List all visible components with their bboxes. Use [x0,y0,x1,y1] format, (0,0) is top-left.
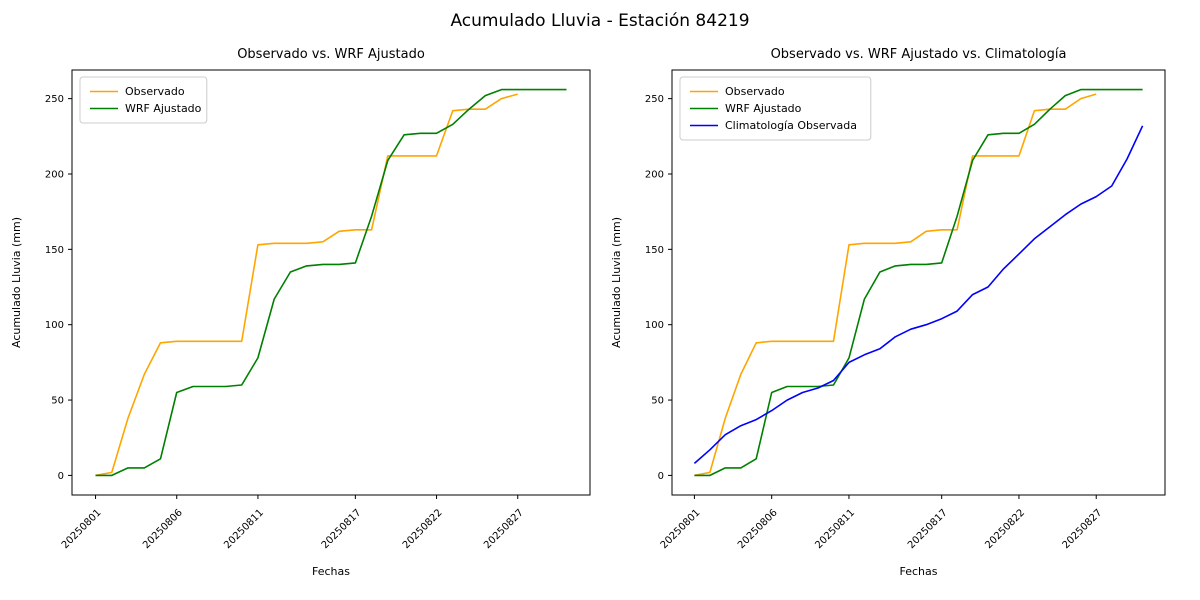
x-tick-label: 20250811 [222,507,266,551]
series-line-observado [694,93,1097,477]
y-tick-label: 0 [58,471,64,482]
legend [79,76,208,124]
plot-border [671,69,1166,496]
y-tick-label: 0 [658,471,664,482]
y-tick-label: 50 [51,396,64,407]
y-tick-label: 200 [45,169,64,180]
legend-label-observado: Observado [125,85,185,98]
y-axis-label: Acumulado Lluvia (mm) [610,217,623,348]
legend [679,76,872,141]
x-tick-label: 20250817 [906,507,950,551]
x-tick-label: 20250806 [141,507,185,551]
plot-border [71,69,591,496]
y-tick-label: 250 [45,94,64,105]
legend-label-observado: Observado [725,85,785,98]
y-tick-label: 50 [651,396,664,407]
x-tick-label: 20250827 [1061,507,1105,551]
x-tick-label: 20250801 [60,507,104,551]
subplot-title: Observado vs. WRF Ajustado [237,47,425,62]
y-tick-label: 200 [645,169,664,180]
y-tick-label: 150 [45,245,64,256]
x-tick-label: 20250811 [813,507,857,551]
legend-label-wrf-ajustado: WRF Ajustado [125,102,202,115]
y-tick-label: 100 [45,320,64,331]
subplot-title: Observado vs. WRF Ajustado vs. Climatolo… [771,47,1067,62]
y-tick-label: 250 [645,94,664,105]
subplot-observado-vs-wrf: 0 50 100 150 200 250 20250801 20250806 20250811 2… [10,47,591,578]
chart-canvas: 0 50 100 150 200 250 20250801 20250806 20250811 2… [610,47,1166,578]
x-axis-label: Fechas [312,565,350,578]
y-tick-label: 150 [645,245,664,256]
x-tick-label: 20250806 [736,507,780,551]
subplot-observado-vs-wrf-vs-climatologia: 0 50 100 150 200 250 20250801 20250806 20250811 2… [600,0,1200,600]
x-tick-label: 20250817 [320,507,364,551]
chart-canvas: 0 50 100 150 200 250 20250801 20250806 20250811 2… [10,47,591,578]
x-axis-label: Fechas [900,565,938,578]
series-line-observado [95,93,518,477]
y-axis-label: Acumulado Lluvia (mm) [10,217,23,348]
series-line-wrf-ajustado [95,88,567,477]
legend-label-wrf-ajustado: WRF Ajustado [725,102,802,115]
x-tick-label: 20250827 [482,507,526,551]
y-tick-label: 100 [645,320,664,331]
x-tick-label: 20250822 [401,507,445,551]
legend-label-climatolog-a-observada: Climatología Observada [725,119,857,132]
series-line-climatolog-a-observada [693,125,1144,465]
series-line-wrf-ajustado [694,88,1143,477]
figure-title: Acumulado Lluvia - Estación 84219 [450,11,750,31]
x-tick-label: 20250822 [983,507,1027,551]
x-tick-label: 20250801 [659,507,703,551]
